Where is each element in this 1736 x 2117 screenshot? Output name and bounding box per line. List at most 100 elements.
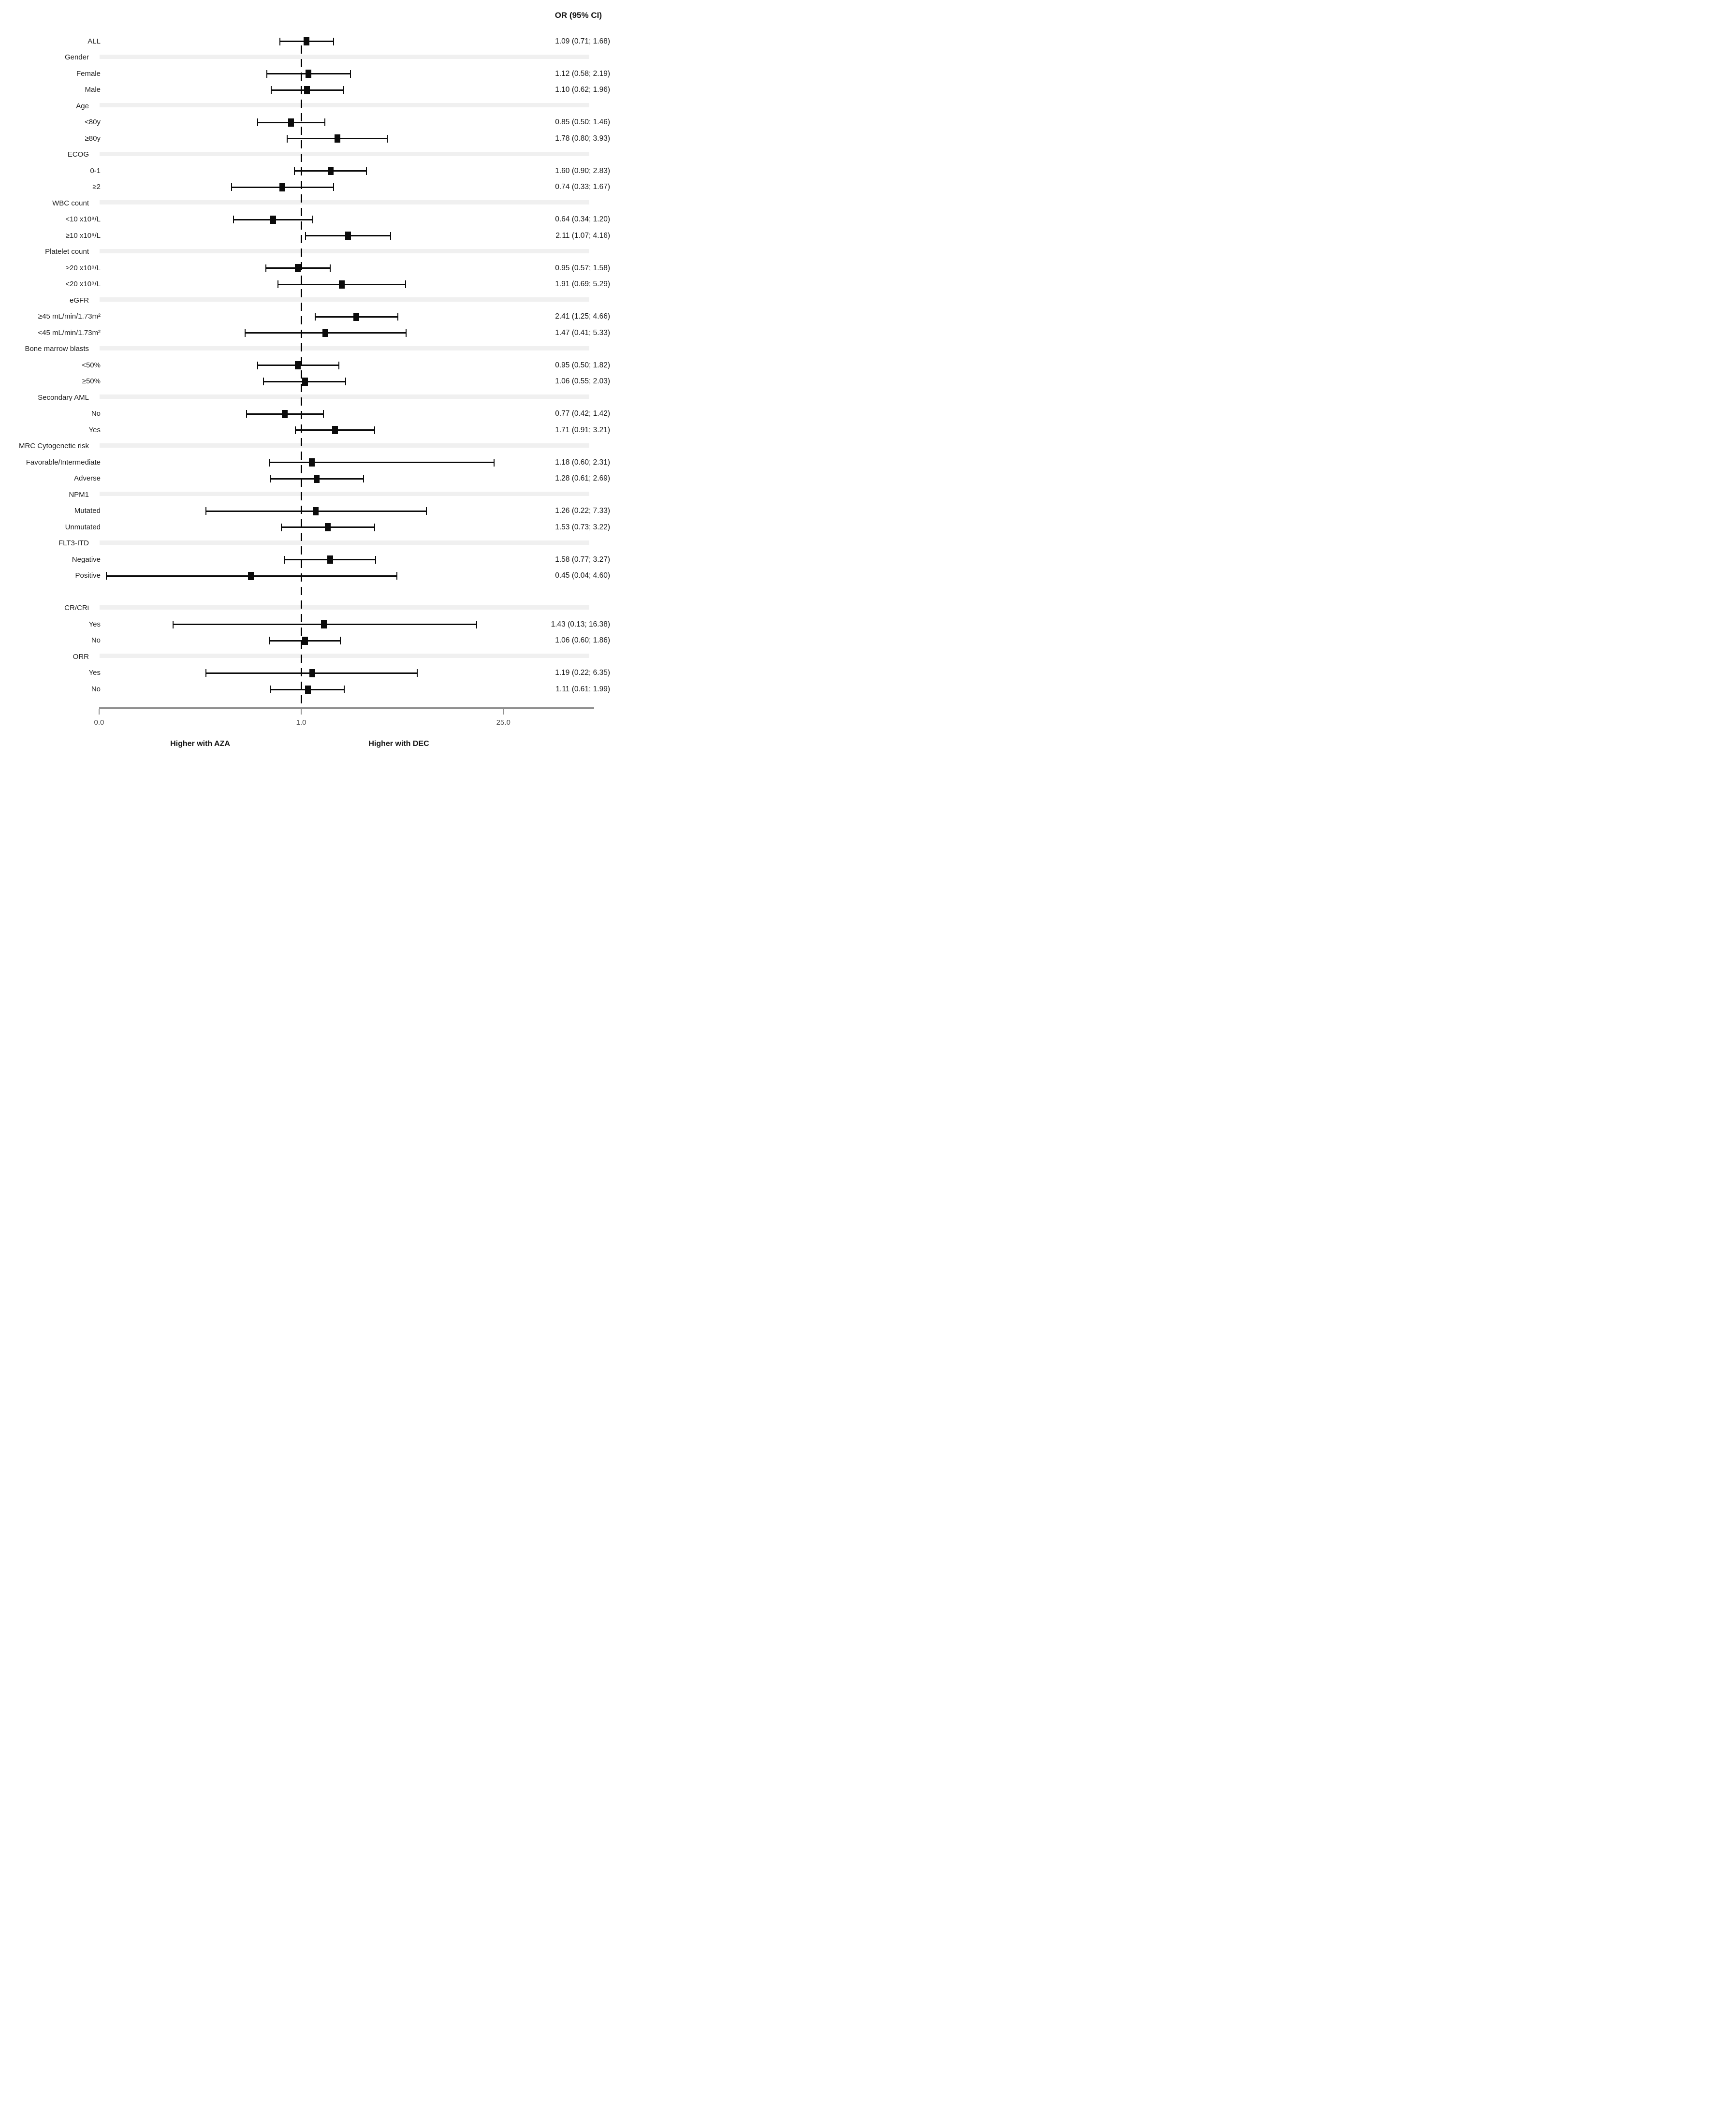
or-ci-value: 0.45 (0.04; 4.60) — [555, 571, 610, 580]
ci-cap-left — [205, 507, 207, 515]
ci-cap-right — [374, 426, 375, 434]
ci-cap-left — [294, 426, 296, 434]
ci-cap-right — [324, 118, 326, 127]
or-ci-value: 0.95 (0.57; 1.58) — [555, 263, 610, 272]
ci-cap-left — [281, 523, 282, 531]
or-point-marker — [308, 458, 315, 467]
subgroup-label: Mutated — [74, 507, 101, 515]
group-header-label: Secondary AML — [38, 393, 89, 402]
ci-cap-left — [233, 216, 234, 224]
group-header-label: ECOG — [67, 150, 89, 159]
or-ci-value: 1.43 (0.13; 16.38) — [551, 620, 610, 628]
ci-cap-left — [257, 118, 259, 127]
group-header-label: MRC Cytogenetic risk — [18, 442, 89, 451]
axis-note-higher-dec: Higher with DEC — [368, 740, 429, 748]
group-header-label: NPM1 — [69, 490, 89, 499]
group-header-label: ORR — [73, 652, 89, 661]
x-axis-tick-label: 0.0 — [94, 718, 104, 727]
subgroup-label: Positive — [75, 571, 101, 580]
or-point-marker — [345, 232, 351, 240]
row-separator-band — [100, 200, 589, 205]
ci-cap-right — [374, 523, 375, 531]
or-point-marker — [314, 474, 320, 483]
subgroup-label: No — [91, 636, 101, 645]
or-point-marker — [353, 312, 360, 321]
reference-line-icon — [300, 45, 302, 708]
subgroup-label: Male — [85, 86, 101, 94]
subgroup-label: <10 x10⁹/L — [65, 215, 101, 224]
or-ci-column-header: OR (95% CI) — [554, 11, 602, 20]
or-point-marker — [339, 280, 345, 289]
group-header-label: FLT3-ITD — [58, 539, 89, 548]
row-separator-band — [100, 248, 589, 253]
subgroup-label: ≥80y — [85, 134, 101, 143]
ci-cap-left — [277, 280, 278, 289]
subgroup-label: ≥10 x10⁹/L — [65, 231, 101, 240]
or-ci-value: 1.11 (0.61; 1.99) — [555, 685, 610, 693]
group-header-label: eGFR — [69, 296, 89, 305]
ci-cap-left — [271, 86, 272, 94]
row-separator-band — [100, 540, 589, 545]
ci-cap-right — [363, 475, 364, 483]
ci-cap-left — [257, 361, 259, 369]
ci-cap-right — [333, 37, 335, 45]
or-point-marker — [309, 669, 315, 677]
or-ci-value: 1.47 (0.41; 5.33) — [555, 328, 610, 337]
or-ci-value: 1.10 (0.62; 1.96) — [555, 86, 610, 94]
row-separator-band — [100, 297, 589, 302]
ci-cap-right — [390, 232, 392, 240]
row-separator-band — [100, 443, 589, 448]
or-ci-value: 1.71 (0.91; 3.21) — [555, 425, 610, 434]
subgroup-label: No — [91, 685, 101, 693]
or-ci-value: 1.06 (0.55; 2.03) — [555, 377, 610, 386]
ci-cap-left — [263, 378, 264, 386]
ci-cap-right — [396, 572, 398, 580]
ci-cap-right — [338, 361, 339, 369]
ci-cap-left — [245, 329, 246, 337]
ci-cap-left — [284, 555, 286, 564]
subgroup-label: ≥20 x10⁹/L — [65, 263, 101, 272]
ci-cap-right — [333, 183, 334, 191]
or-ci-value: 1.06 (0.60; 1.86) — [555, 636, 610, 645]
ci-cap-left — [205, 669, 207, 677]
x-axis-line — [99, 707, 594, 709]
group-header-label: Age — [76, 102, 89, 110]
subgroup-label: <80y — [85, 118, 101, 127]
subgroup-label: Yes — [88, 425, 101, 434]
subgroup-label: Yes — [88, 620, 101, 628]
subgroup-label: ALL — [88, 37, 101, 45]
subgroup-label: Adverse — [73, 474, 101, 483]
subgroup-label: Female — [76, 69, 101, 78]
group-header-label: WBC count — [52, 199, 89, 207]
or-ci-value: 1.58 (0.77; 3.27) — [555, 555, 610, 564]
subgroup-label: ≥45 mL/min/1.73m² — [38, 312, 101, 321]
subgroup-label: <50% — [82, 361, 101, 369]
ci-cap-right — [417, 669, 418, 677]
x-axis-tick-label: 25.0 — [496, 718, 511, 727]
ci-cap-right — [366, 167, 367, 175]
or-ci-value: 1.78 (0.80; 3.93) — [555, 134, 610, 143]
or-ci-value: 1.60 (0.90; 2.83) — [555, 166, 610, 175]
x-axis-tick-label: 1.0 — [296, 718, 306, 727]
subgroup-label: <20 x10⁹/L — [65, 280, 101, 289]
subgroup-label: Unmutated — [65, 523, 101, 531]
ci-cap-left — [268, 458, 270, 467]
ci-cap-right — [494, 458, 495, 467]
group-header-label: Gender — [64, 53, 89, 62]
or-point-marker — [328, 167, 334, 175]
subgroup-label: No — [91, 409, 101, 418]
ci-cap-left — [269, 686, 271, 693]
ci-cap-right — [405, 280, 407, 289]
group-header-label: CR/CRi — [64, 604, 89, 613]
ci-cap-left — [315, 313, 316, 321]
or-ci-value: 0.95 (0.50; 1.82) — [555, 361, 610, 369]
row-separator-band — [100, 103, 589, 108]
or-ci-value: 0.74 (0.33; 1.67) — [555, 183, 610, 191]
ci-cap-right — [344, 686, 345, 693]
ci-cap-right — [339, 637, 341, 645]
ci-cap-left — [266, 70, 268, 78]
ci-cap-left — [173, 620, 174, 628]
ci-cap-left — [268, 637, 270, 645]
subgroup-label: ≥50% — [82, 377, 101, 386]
or-point-marker — [302, 636, 308, 645]
